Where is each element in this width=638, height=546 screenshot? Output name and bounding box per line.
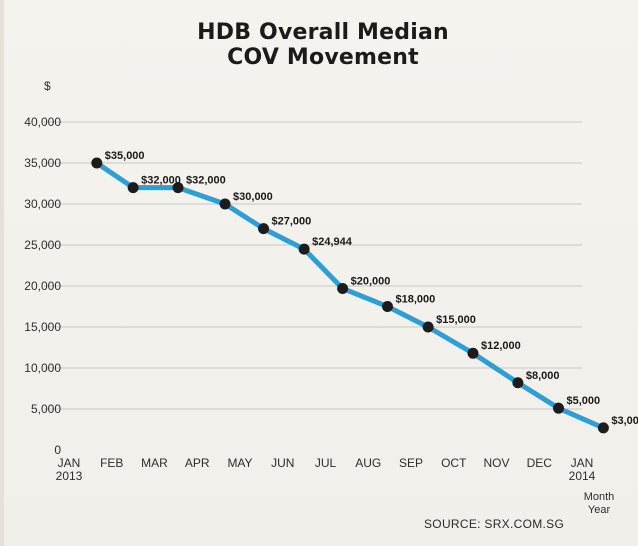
data-label: $3,000	[611, 415, 638, 427]
data-label: $32,000	[186, 175, 226, 187]
x-tick-label: APR	[185, 456, 210, 470]
data-label: $35,000	[105, 150, 145, 162]
data-label: $27,000	[272, 216, 312, 228]
y-tick-label: 10,000	[24, 361, 61, 375]
x-tick-label: JUN	[271, 456, 294, 470]
x-tick-label: JAN	[58, 456, 81, 470]
y-tick-label: 0	[54, 443, 61, 457]
data-point	[381, 301, 393, 312]
x-tick-label: SEP	[399, 456, 423, 470]
x-tick-label: NOV	[483, 456, 509, 470]
x-tick-label: OCT	[441, 456, 467, 470]
x-tick-label: JAN	[571, 456, 594, 470]
chart-title-line-1: HDB Overall Median	[197, 20, 449, 45]
data-label: $5,000	[566, 395, 600, 407]
y-tick-label: 25,000	[24, 238, 61, 252]
x-tick-label: MAR	[141, 456, 168, 470]
chart-title-line-2: COV Movement	[227, 45, 419, 70]
data-label: $12,000	[481, 340, 521, 352]
data-labels: $35,000 $32,000 $32,000 $30,000 $27,000$24,9…	[105, 150, 638, 427]
data-point	[422, 321, 434, 333]
data-point	[258, 223, 270, 235]
data-label: $18,000	[395, 294, 435, 306]
data-label: $30,000	[233, 191, 273, 203]
x-axis-label: Year	[588, 504, 611, 516]
y-tick-label: 5,000	[31, 402, 61, 416]
data-label: $32,000	[141, 175, 181, 187]
x-tick-label: MAY	[227, 456, 252, 470]
data-point	[337, 282, 349, 294]
source-note: SOURCE: SRX.COM.SG	[424, 517, 565, 531]
y-tick-label: 20,000	[24, 279, 61, 293]
data-label: $20,000	[351, 275, 391, 287]
data-point	[597, 422, 609, 434]
x-axis-label: Month	[584, 491, 615, 503]
data-point	[298, 243, 310, 255]
y-tick-label: 30,000	[24, 197, 61, 211]
x-tick-label: AUG	[355, 456, 381, 470]
line-chart: 0 5,000 10,000 15,000 20,000 25,000 30,000 35,0…	[24, 79, 638, 516]
data-label: $24,944	[312, 236, 353, 248]
x-tick-year-label: 2013	[56, 469, 83, 483]
data-label: $15,000	[436, 314, 476, 326]
series-line	[94, 160, 606, 431]
y-axis: 0 5,000 10,000 15,000 20,000 25,000 30,000 35,0…	[24, 79, 61, 457]
y-axis-label: $	[44, 79, 51, 93]
data-label: $8,000	[526, 370, 560, 382]
y-tick-label: 40,000	[24, 115, 61, 129]
x-tick-year-label: 2014	[569, 469, 596, 483]
x-tick-label: JUL	[315, 456, 337, 470]
gridlines	[44, 121, 582, 410]
x-tick-label: FEB	[100, 456, 123, 470]
series-group	[91, 157, 609, 434]
data-point	[467, 347, 479, 359]
data-point	[172, 182, 184, 194]
y-tick-label: 15,000	[24, 320, 61, 334]
data-point	[127, 182, 139, 194]
data-point	[91, 157, 103, 169]
x-tick-label: DEC	[527, 456, 553, 470]
data-point	[552, 402, 564, 414]
chart-title: HDB Overall Median COV Movement	[4, 20, 638, 70]
data-point	[512, 377, 524, 389]
data-point	[219, 198, 231, 210]
y-tick-label: 35,000	[24, 156, 61, 170]
